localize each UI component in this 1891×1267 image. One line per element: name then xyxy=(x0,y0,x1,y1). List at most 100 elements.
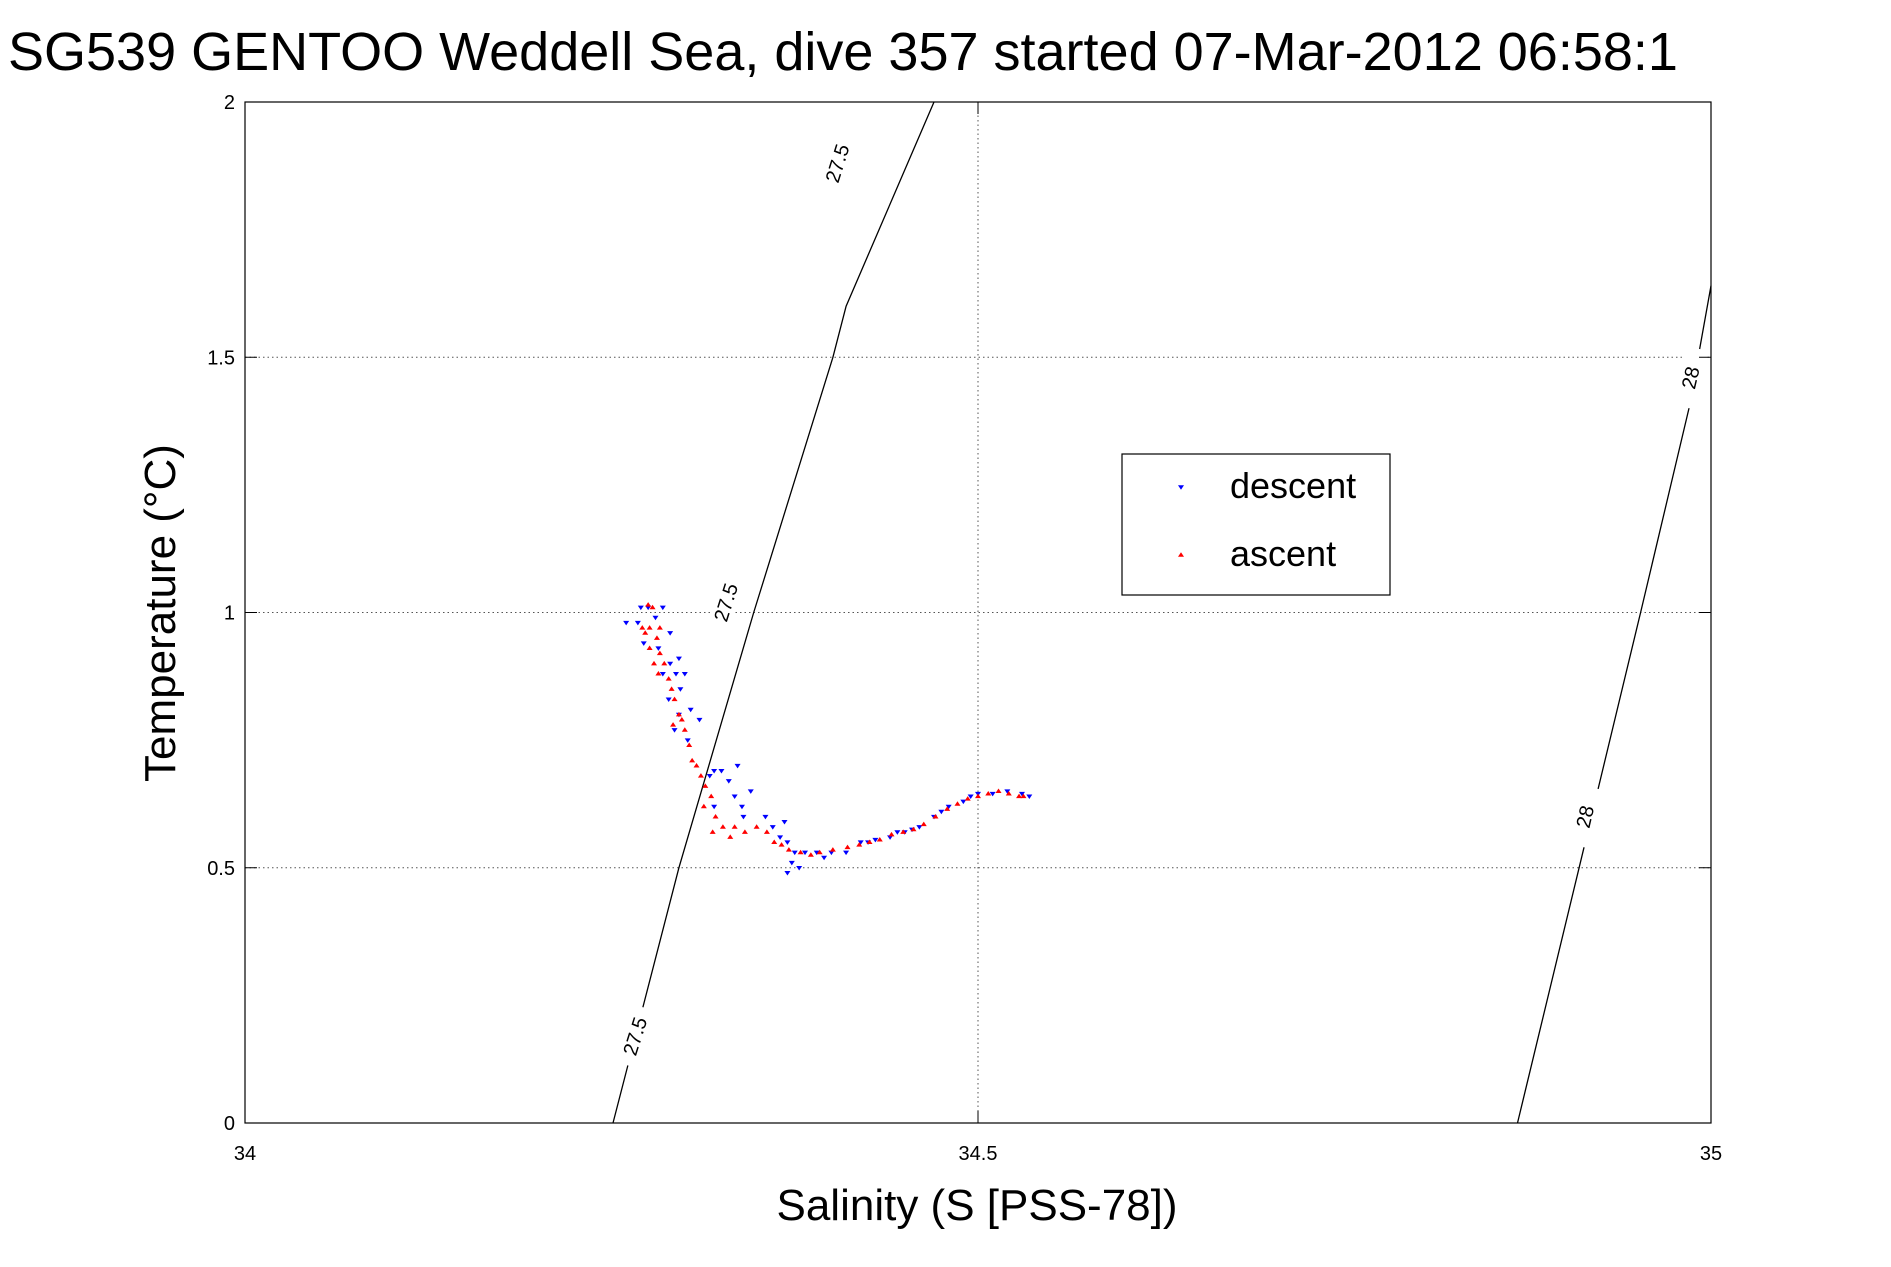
ascent-point-7 xyxy=(646,645,653,651)
ascent-point-39 xyxy=(816,849,823,855)
descent-point-6 xyxy=(667,631,674,636)
ascent-point-23 xyxy=(702,783,709,788)
descent-point-10 xyxy=(675,656,682,662)
ascent-point-10 xyxy=(661,660,668,666)
descent-point-1 xyxy=(645,605,652,611)
isopycnal-label-1-0: 28 xyxy=(1573,804,1599,831)
y-tick-label-1: 0.5 xyxy=(207,858,235,880)
x-tick-label-1: 34.5 xyxy=(959,1143,998,1165)
ascent-point-2 xyxy=(639,625,646,630)
descent-point-11 xyxy=(659,671,666,677)
series-descent xyxy=(623,605,1033,876)
axis-ticks: 34 34.5 35 0 0.5 1 1.5 2 xyxy=(207,92,1722,1165)
descent-point-8 xyxy=(655,646,662,651)
isopycnal-label-1-1: 28 xyxy=(1678,365,1704,392)
descent-point-14 xyxy=(677,687,684,692)
y-axis-label: Temperature (°C) xyxy=(136,444,185,782)
ascent-point-24 xyxy=(708,793,715,799)
ascent-point-54 xyxy=(985,791,992,796)
isopycnal-label-0-2: 27.5 xyxy=(822,142,855,186)
ascent-point-22 xyxy=(697,773,704,778)
isopycnal-contours: 27.5 27.5 27.5 28 28 xyxy=(612,101,1712,1124)
descent-point-19 xyxy=(671,728,678,733)
descent-point-48 xyxy=(887,835,894,840)
descent-point-13 xyxy=(681,671,688,677)
grid-lines xyxy=(245,101,1712,1123)
descent-point-38 xyxy=(784,871,791,876)
descent-point-35 xyxy=(784,840,791,845)
descent-point-34 xyxy=(781,820,788,825)
chart-title: SG539 GENTOO Weddell Sea, dive 357 start… xyxy=(8,22,1678,82)
isopycnal-label-0-0: 27.5 xyxy=(620,1015,653,1059)
ascent-point-27 xyxy=(719,824,726,829)
legend: descent ascent xyxy=(1121,453,1391,596)
descent-point-33 xyxy=(777,835,784,840)
descent-point-31 xyxy=(762,814,769,820)
ascent-point-56 xyxy=(1005,791,1012,796)
ascent-point-26 xyxy=(712,814,719,819)
ascent-point-38 xyxy=(807,852,814,857)
ascent-point-19 xyxy=(686,742,693,748)
ascent-point-50 xyxy=(944,806,951,811)
ascent-point-28 xyxy=(709,829,716,834)
isopycnal-line-0 xyxy=(612,101,935,1124)
descent-point-2 xyxy=(659,605,666,611)
legend-label-ascent: ascent xyxy=(1230,533,1336,574)
descent-point-43 xyxy=(828,850,835,856)
ascent-point-15 xyxy=(675,711,682,717)
descent-point-7 xyxy=(640,641,647,646)
descent-point-57 xyxy=(967,794,974,799)
legend-label-descent: descent xyxy=(1230,465,1356,506)
isopycnal-label-bg-1-1 xyxy=(1672,345,1709,410)
ascent-point-49 xyxy=(932,814,939,819)
ascent-point-48 xyxy=(920,821,927,827)
ascent-point-30 xyxy=(731,824,738,829)
descent-point-24 xyxy=(734,763,741,769)
descent-point-27 xyxy=(747,789,754,794)
legend-items: descent ascent xyxy=(1178,465,1356,574)
ascent-point-33 xyxy=(763,829,770,834)
descent-point-40 xyxy=(802,850,809,856)
descent-point-12 xyxy=(673,671,680,677)
descent-point-30 xyxy=(740,814,747,820)
descent-point-52 xyxy=(916,825,923,830)
descent-point-42 xyxy=(821,855,828,861)
ascent-point-34 xyxy=(771,839,778,845)
descent-point-36 xyxy=(791,850,798,856)
ascent-point-16 xyxy=(678,717,685,722)
ascent-point-44 xyxy=(876,836,883,842)
isopycnal-label-0-1: 27.5 xyxy=(710,581,743,625)
descent-point-60 xyxy=(1004,789,1011,794)
ascent-point-43 xyxy=(866,839,873,845)
ascent-point-45 xyxy=(888,831,895,837)
ascent-point-14 xyxy=(671,696,678,702)
descent-point-16 xyxy=(687,707,694,713)
y-tick-label-3: 1.5 xyxy=(207,347,235,369)
legend-marker-ascent xyxy=(1178,552,1184,557)
ascent-point-5 xyxy=(642,630,649,635)
descent-point-17 xyxy=(696,717,703,723)
descent-point-28 xyxy=(738,804,745,810)
x-tick-label-2: 35 xyxy=(1700,1143,1722,1165)
ascent-point-6 xyxy=(653,635,660,640)
descent-point-61 xyxy=(1018,791,1025,797)
ascent-point-51 xyxy=(954,801,961,806)
ascent-point-52 xyxy=(964,796,971,801)
data-series xyxy=(623,602,1033,876)
descent-point-54 xyxy=(938,809,945,815)
ascent-point-11 xyxy=(655,671,662,676)
descent-point-15 xyxy=(665,697,672,702)
ascent-point-58 xyxy=(1020,793,1027,799)
ascent-point-8 xyxy=(656,650,663,656)
descent-point-37 xyxy=(788,860,795,866)
ascent-point-25 xyxy=(700,803,707,809)
ascent-point-36 xyxy=(785,847,792,852)
y-tick-label-4: 2 xyxy=(224,92,235,114)
legend-marker-descent xyxy=(1178,485,1184,490)
ascent-point-46 xyxy=(900,829,907,834)
series-ascent xyxy=(639,602,1027,857)
x-tick-label-0: 34 xyxy=(234,1143,256,1165)
ascent-point-29 xyxy=(727,834,734,839)
